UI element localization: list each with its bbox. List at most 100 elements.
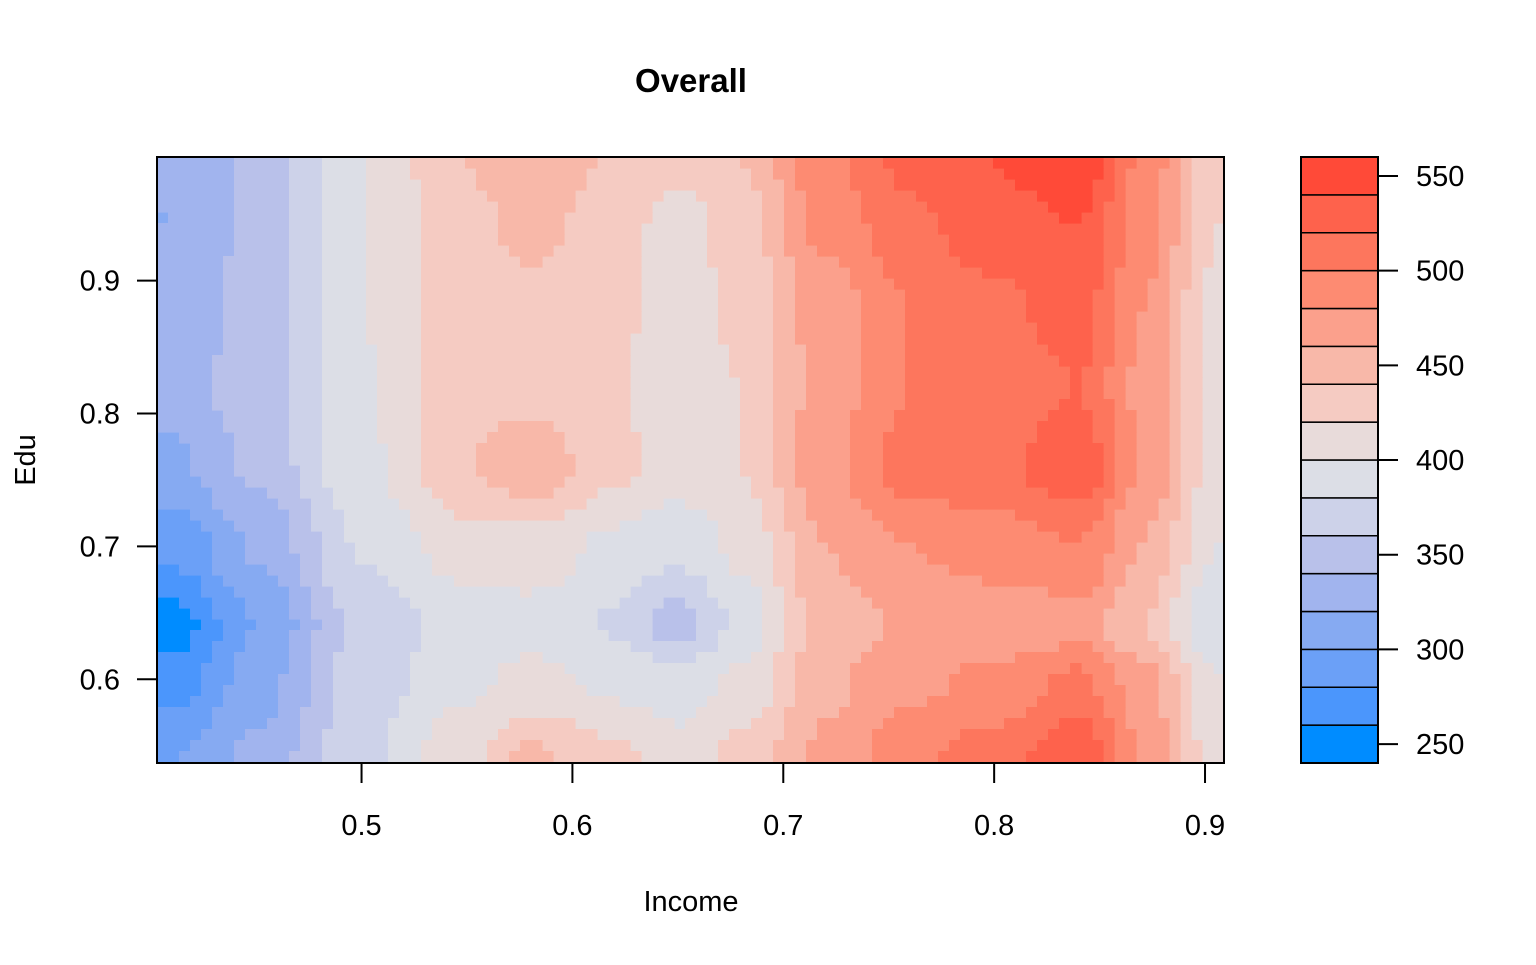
contour-cell <box>157 696 191 708</box>
contour-cell <box>663 498 686 510</box>
contour-cell <box>1059 212 1082 224</box>
contour-cell <box>1103 223 1126 235</box>
contour-cell <box>157 432 180 444</box>
contour-cell <box>388 729 433 741</box>
contour-cell <box>740 432 774 444</box>
contour-cell <box>289 311 323 323</box>
contour-cell <box>1026 289 1093 301</box>
contour-cell <box>762 223 785 235</box>
contour-cell <box>1202 476 1224 488</box>
contour-cell <box>718 685 774 697</box>
contour-cell <box>773 333 796 345</box>
contour-cell <box>454 575 565 587</box>
contour-cell <box>157 465 191 477</box>
contour-cell <box>1191 696 1224 708</box>
contour-cell <box>289 267 323 279</box>
contour-cell <box>641 256 708 268</box>
contour-cell <box>157 553 213 565</box>
contour-cell <box>311 652 334 664</box>
contour-cell <box>311 498 334 510</box>
contour-cell <box>278 685 312 697</box>
contour-cell <box>1180 652 1203 664</box>
contour-cell <box>894 487 1049 499</box>
contour-cell <box>1092 729 1115 741</box>
y-axis-label: Edu <box>10 434 42 486</box>
contour-cell <box>872 597 1115 609</box>
contour-cell <box>212 608 246 620</box>
contour-cell <box>762 707 785 719</box>
contour-cell <box>366 190 422 202</box>
contour-cell <box>795 674 851 686</box>
contour-cell <box>278 498 312 510</box>
contour-cell <box>366 311 422 323</box>
contour-cell <box>388 476 422 488</box>
contour-cell <box>1169 751 1181 763</box>
contour-cell <box>1136 542 1170 554</box>
contour-cell <box>1180 476 1203 488</box>
contour-cell <box>421 619 598 631</box>
color-legend: 250 300 350 400 450 500 550 <box>1300 156 1464 764</box>
contour-cell <box>916 542 1115 554</box>
contour-cell <box>1147 289 1170 301</box>
contour-cell <box>322 542 356 554</box>
contour-cell <box>278 575 301 587</box>
contour-cell <box>212 355 290 367</box>
contour-cell <box>366 267 422 279</box>
contour-cell <box>234 245 290 257</box>
contour-cell <box>762 608 785 620</box>
contour-cell <box>1191 520 1224 532</box>
contour-cell <box>1125 707 1159 719</box>
contour-cell <box>1092 344 1115 356</box>
contour-cell <box>795 179 851 191</box>
contour-cell <box>1158 707 1181 719</box>
contour-cell <box>729 553 774 565</box>
contour-cell <box>1169 300 1181 312</box>
contour-cell <box>685 597 719 609</box>
contour-cell <box>388 575 455 587</box>
contour-cell <box>1125 696 1159 708</box>
contour-cell <box>421 333 631 345</box>
contour-cell <box>157 322 224 334</box>
contour-cell <box>1037 322 1093 334</box>
contour-cell <box>223 630 246 642</box>
contour-cell <box>1158 575 1181 587</box>
contour-cell <box>311 696 334 708</box>
contour-cell <box>696 619 730 631</box>
contour-cell <box>905 366 1071 378</box>
contour-cell <box>850 421 895 433</box>
contour-cell <box>795 333 862 345</box>
contour-cell <box>212 399 290 411</box>
contour-cell <box>1114 641 1159 653</box>
contour-cell <box>234 223 290 235</box>
contour-cell <box>1070 663 1082 675</box>
contour-cell <box>641 432 741 444</box>
contour-cell <box>1158 267 1170 279</box>
legend-swatch <box>1300 232 1379 272</box>
contour-cell <box>157 630 191 642</box>
contour-cell <box>157 157 235 169</box>
contour-cell <box>322 421 378 433</box>
contour-cell <box>1114 663 1159 675</box>
contour-cell <box>234 179 290 191</box>
contour-cell <box>366 322 422 334</box>
contour-cell <box>630 410 741 422</box>
contour-cell <box>201 520 235 532</box>
contour-cell <box>1092 300 1115 312</box>
contour-cell <box>1136 421 1170 433</box>
contour-cell <box>1103 366 1126 378</box>
contour-cell <box>1202 388 1224 400</box>
contour-cell <box>1114 344 1137 356</box>
contour-cell <box>1180 487 1192 499</box>
contour-cell <box>179 597 213 609</box>
contour-cell <box>718 311 774 323</box>
contour-cell <box>597 487 752 499</box>
contour-cell <box>795 476 851 488</box>
contour-cell <box>1169 718 1181 730</box>
contour-cell <box>883 520 1038 532</box>
contour-cell <box>1059 641 1093 653</box>
contour-cell <box>1103 388 1126 400</box>
contour-cell <box>1103 740 1115 752</box>
contour-cell <box>817 520 884 532</box>
contour-cell <box>1114 300 1148 312</box>
legend-tick-label: 450 <box>1416 350 1464 382</box>
